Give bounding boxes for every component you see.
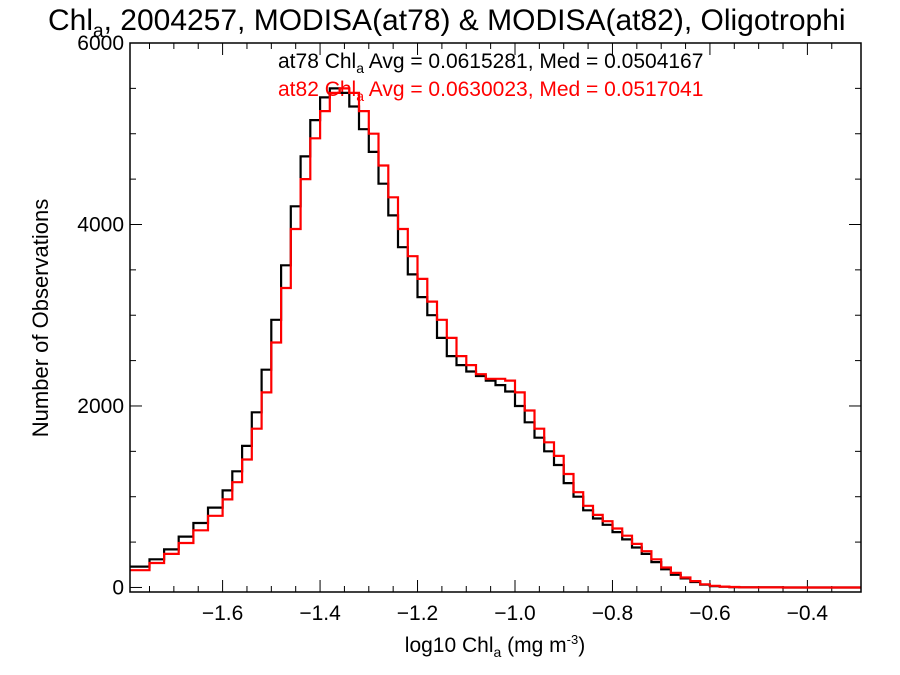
series-layer [130, 87, 861, 589]
y-tick-label: 4000 [77, 213, 124, 236]
chart-title: Chla, 2004257, MODISA(at78) & MODISA(at8… [48, 4, 846, 42]
x-tick-label: −1.2 [397, 602, 438, 625]
y-tick-label: 6000 [77, 32, 124, 55]
series-at82-line [130, 87, 861, 589]
x-tick-label: −0.4 [787, 602, 829, 625]
x-tick-label: −0.8 [592, 602, 633, 625]
plot-frame [129, 42, 862, 593]
x-tick-label: −1.4 [299, 602, 341, 625]
y-axis-label: Number of Observations [28, 199, 53, 437]
annotation-at78: at78 Chla Avg = 0.0615281, Med = 0.05041… [278, 50, 703, 76]
x-axis-label: log10 Chla (mg m-3) [405, 632, 585, 660]
annotation-at82: at82 Chla Avg = 0.0630023, Med = 0.05170… [278, 78, 703, 104]
x-tick-label: −1.6 [202, 602, 243, 625]
y-tick-label: 2000 [77, 395, 124, 418]
x-tick-label: −0.6 [689, 602, 730, 625]
x-tick-label: −1.0 [494, 602, 535, 625]
series-at78-line [130, 87, 861, 589]
tick-labels: −1.6 −1.4 −1.2 −1.0 −0.8 −0.6 −0.4 0 2000 4000 600… [77, 32, 828, 625]
y-tick-label: 0 [112, 576, 124, 599]
